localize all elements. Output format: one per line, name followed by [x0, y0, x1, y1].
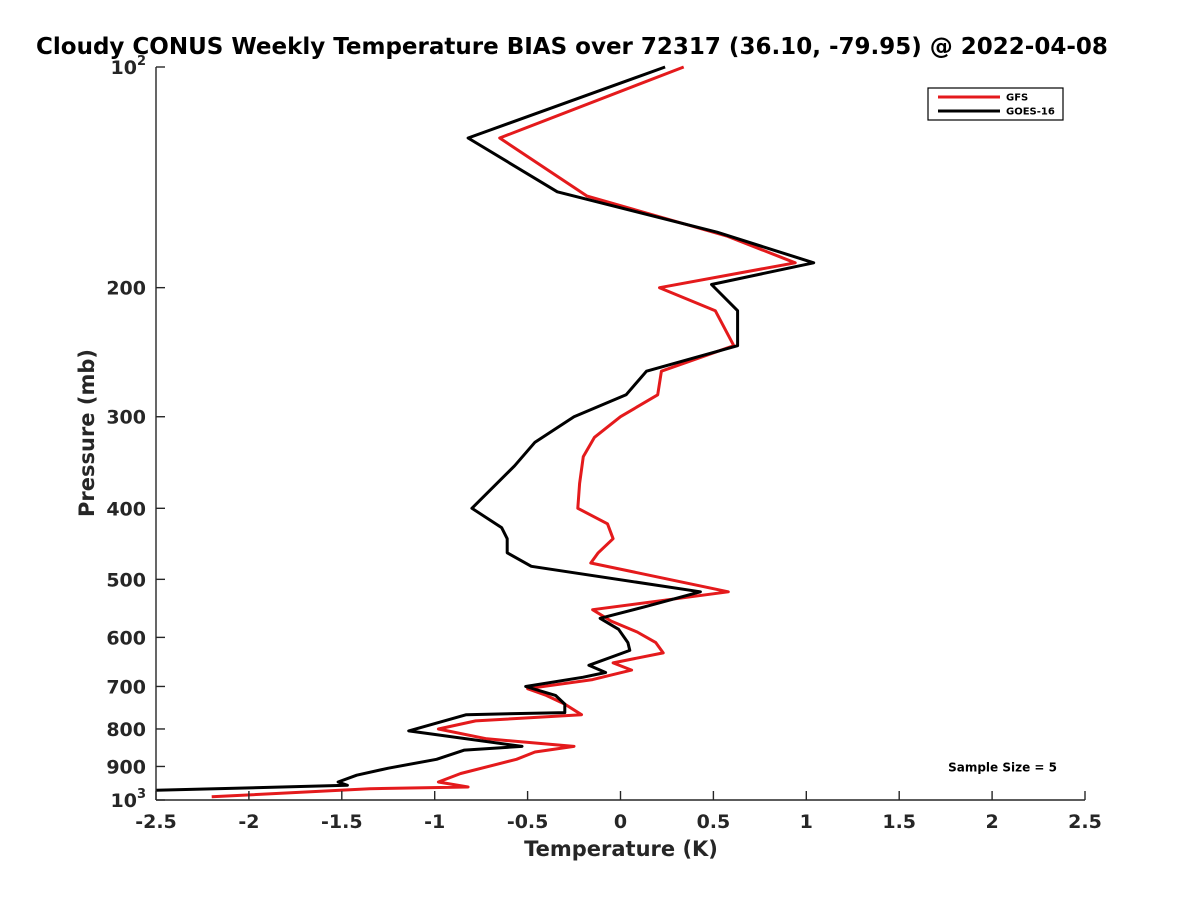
- y-tick-label: 400: [106, 498, 146, 520]
- axes-layer: -2.5 -2 -1.5 -1 -0.5 0 0.5 1 1.5 2 2.5 102 200 300 400…: [106, 54, 1102, 833]
- x-tick-label: 0.5: [697, 811, 731, 833]
- x-tick-label: 2.5: [1068, 811, 1102, 833]
- y-tick-label: 900: [106, 756, 146, 778]
- x-tick-label: -1.5: [321, 811, 363, 833]
- x-tick-label: -2: [238, 811, 259, 833]
- legend-label: GFS: [1006, 93, 1028, 104]
- y-tick-label: 102: [111, 54, 147, 79]
- series-line-gfs: [211, 65, 797, 799]
- x-axis-label: Temperature (K): [524, 837, 718, 861]
- annotation-layer: Sample Size = 5: [948, 760, 1057, 774]
- x-tick-label: -1: [424, 811, 445, 833]
- legend-label: GOES-16: [1006, 107, 1055, 118]
- sample-size-annotation: Sample Size = 5: [948, 760, 1057, 774]
- series-layer: [155, 65, 816, 799]
- y-tick-label: 800: [106, 719, 146, 741]
- x-tick-label: 1: [800, 811, 813, 833]
- y-tick-label: 700: [106, 676, 146, 698]
- y-tick-label: 300: [106, 407, 146, 429]
- chart-title: Cloudy CONUS Weekly Temperature BIAS ove…: [36, 34, 1108, 60]
- y-tick-label: 200: [106, 278, 146, 300]
- x-tick-label: 1.5: [882, 811, 916, 833]
- x-tick-label: 2: [985, 811, 998, 833]
- x-tick-label: 0: [614, 811, 627, 833]
- y-tick-label: 103: [111, 787, 147, 812]
- legend-box: [927, 87, 1064, 121]
- series-line-goes-16: [155, 65, 816, 792]
- x-tick-label: -0.5: [507, 811, 549, 833]
- chart-legend: GFS GOES-16: [927, 87, 1064, 121]
- y-tick-label: 600: [106, 627, 146, 649]
- y-tick-label: 500: [106, 569, 146, 591]
- y-axis-label: Pressure (mb): [75, 349, 99, 517]
- x-tick-label: -2.5: [135, 811, 177, 833]
